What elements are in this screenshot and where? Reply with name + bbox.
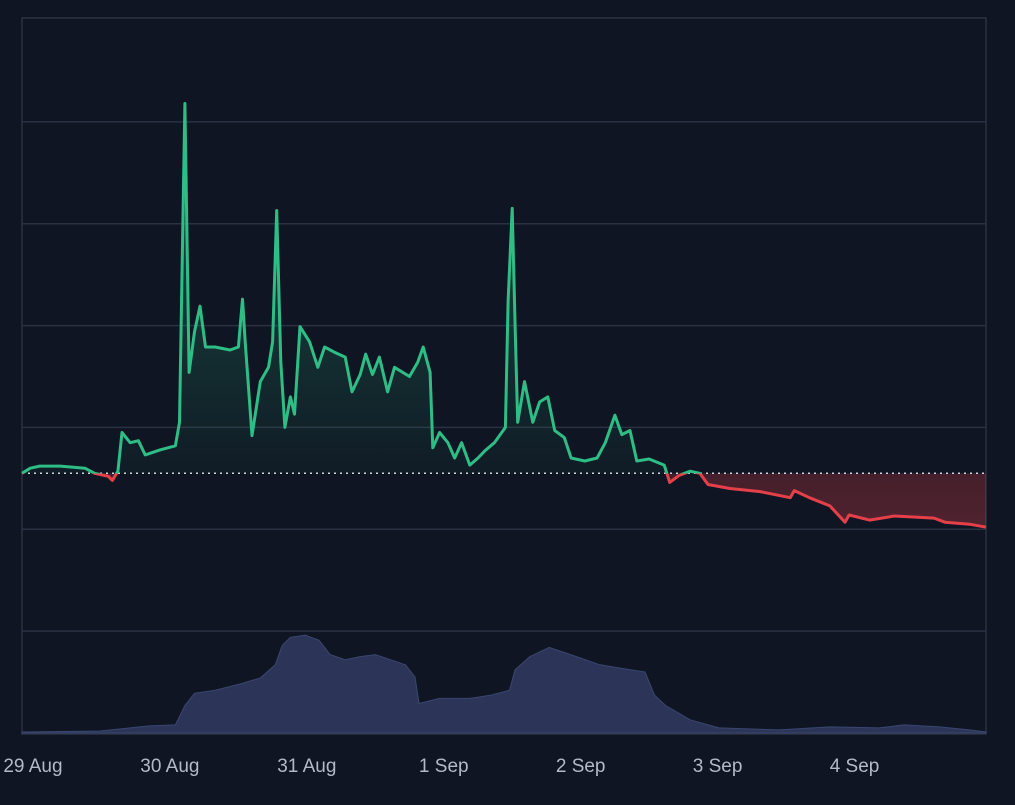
x-tick-label: 4 Sep (830, 756, 880, 777)
x-tick-label: 30 Aug (140, 756, 199, 777)
x-tick-label: 2 Sep (556, 756, 606, 777)
x-tick-label: 29 Aug (3, 756, 62, 777)
price-area (22, 103, 986, 528)
x-tick-label: 3 Sep (693, 756, 743, 777)
x-tick-label: 31 Aug (277, 756, 336, 777)
price-line (21, 102, 987, 529)
volume-area (21, 634, 987, 734)
plot-frame (21, 17, 987, 735)
x-tick-label: 1 Sep (419, 756, 469, 777)
